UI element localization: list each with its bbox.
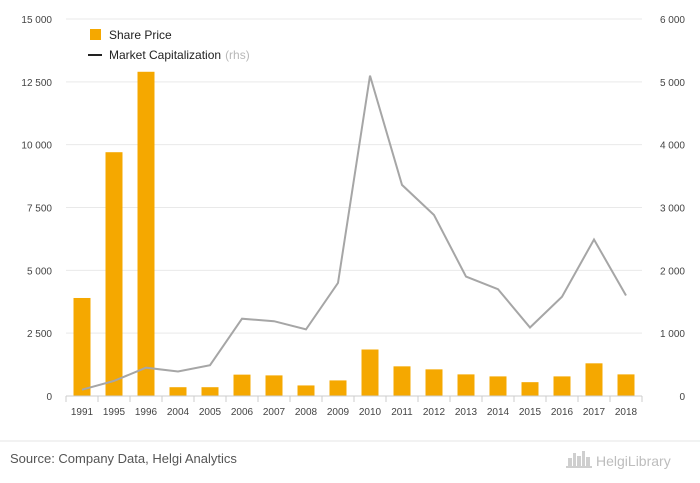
x-tick-label: 2010 <box>359 407 382 418</box>
gridlines <box>66 18 642 334</box>
x-tick-label: 2011 <box>391 407 413 418</box>
left-tick-label: 2 500 <box>27 329 52 340</box>
right-tick-label: 1 000 <box>660 329 685 340</box>
share-price-bar <box>617 374 635 396</box>
x-tick-label: 2012 <box>423 407 446 418</box>
legend-market-cap-label: Market Capitalization (rhs) <box>109 48 250 62</box>
left-tick-label: 15 000 <box>21 15 52 26</box>
share-price-bar <box>169 387 187 396</box>
left-tick-label: 10 000 <box>21 141 52 152</box>
share-price-bar <box>73 297 91 396</box>
left-tick-label: 5 000 <box>27 266 52 277</box>
left-tick-label: 7 500 <box>27 204 52 215</box>
x-tick-label: 1995 <box>103 407 126 418</box>
share-price-bar <box>425 369 443 396</box>
x-tick-label: 2014 <box>487 407 510 418</box>
market-cap-line <box>81 75 627 391</box>
share-price-bar <box>521 382 539 396</box>
share-price-bar <box>201 387 219 396</box>
right-tick-label: 2 000 <box>660 266 685 277</box>
x-tick-label: 2018 <box>615 407 638 418</box>
source-text: Source: Company Data, Helgi Analytics <box>10 451 237 466</box>
right-tick-label: 5 000 <box>660 78 685 89</box>
share-price-bar <box>233 374 251 396</box>
left-tick-label: 12 500 <box>21 78 52 89</box>
legend-share-price-swatch <box>90 29 101 40</box>
x-tick-label: 2005 <box>199 407 222 418</box>
right-tick-label: 0 <box>679 392 685 403</box>
x-tick-label: 2009 <box>327 407 350 418</box>
legend: Share Price Market Capitalization (rhs) <box>88 28 250 62</box>
x-tick-label: 2015 <box>519 407 542 418</box>
helgi-logo: HelgiLibrary <box>566 451 671 469</box>
share-price-bar <box>137 71 155 396</box>
legend-market-cap-suffix: (rhs) <box>225 48 250 62</box>
share-price-bars <box>73 71 635 396</box>
right-tick-label: 3 000 <box>660 204 685 215</box>
left-axis-ticks: 0 2 500 5 000 7 500 10 000 12 500 15 000 <box>21 15 52 403</box>
right-axis-ticks: 0 1 000 2 000 3 000 4 000 5 000 6 000 <box>660 15 685 403</box>
legend-share-price-label: Share Price <box>109 28 172 42</box>
share-price-bar <box>361 349 379 396</box>
x-tick-label: 2017 <box>583 407 606 418</box>
share-price-bar <box>457 374 475 396</box>
share-price-bar <box>489 376 507 396</box>
share-price-bar <box>297 385 315 396</box>
share-price-bar <box>553 376 571 396</box>
legend-market-cap-name: Market Capitalization <box>109 48 221 62</box>
left-tick-label: 0 <box>46 392 52 403</box>
x-tick-label: 2007 <box>263 407 286 418</box>
x-axis-ticks: 1991 1995 1996 2004 2005 2006 2007 2008 2009 2010… <box>65 396 643 418</box>
share-price-bar <box>265 375 283 396</box>
x-tick-label: 1996 <box>135 407 158 418</box>
x-tick-label: 2013 <box>455 407 478 418</box>
right-tick-label: 6 000 <box>660 15 685 26</box>
x-tick-label: 2004 <box>167 407 190 418</box>
x-tick-label: 2006 <box>231 407 254 418</box>
logo-text: HelgiLibrary <box>596 453 671 469</box>
city-icon <box>566 451 592 468</box>
x-tick-label: 2008 <box>295 407 318 418</box>
share-price-bar <box>393 366 411 396</box>
share-price-bar <box>329 380 347 396</box>
x-tick-label: 2016 <box>551 407 574 418</box>
right-tick-label: 4 000 <box>660 141 685 152</box>
x-tick-label: 1991 <box>71 407 94 418</box>
share-price-bar <box>585 363 603 396</box>
share-price-bar <box>105 152 123 396</box>
